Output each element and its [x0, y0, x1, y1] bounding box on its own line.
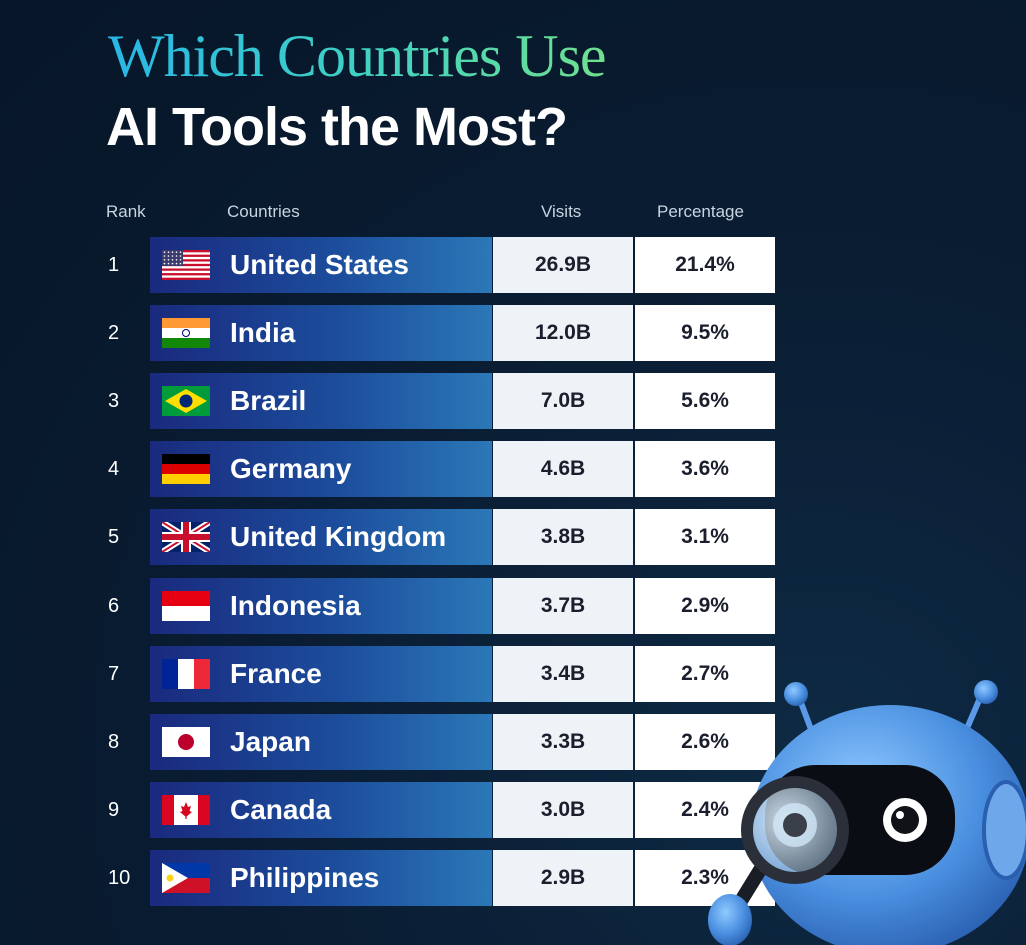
- country-bar: France: [150, 645, 492, 702]
- country-bar: Canada: [150, 781, 492, 838]
- visits-value: 3.7B: [493, 577, 633, 634]
- country-name: United States: [230, 249, 409, 280]
- rank-number: 3: [108, 390, 120, 413]
- visits-value: 3.3B: [493, 713, 633, 770]
- country-bar: United Kingdom: [150, 509, 492, 566]
- country-bar: Indonesia: [150, 577, 492, 634]
- visits-value: 12.0B: [493, 305, 633, 362]
- header-rank: Rank: [106, 202, 146, 221]
- flag-us-icon: [162, 250, 210, 280]
- country-name: Philippines: [230, 861, 380, 893]
- visits-value: 3.8B: [493, 509, 633, 566]
- table-row: 9 Canada 3.0B 2.4%: [0, 781, 780, 838]
- table-row: 2 India 12.0B 9.5%: [0, 305, 780, 362]
- visits-value: 3.0B: [493, 781, 633, 838]
- percentage-value: 9.5%: [635, 305, 775, 362]
- rank-number: 6: [108, 594, 120, 617]
- title-line-1: Which Countries Use: [108, 23, 607, 89]
- country-name: Indonesia: [230, 589, 361, 621]
- percentage-value: 3.1%: [635, 509, 775, 566]
- table-row: 8 Japan 3.3B 2.6%: [0, 713, 780, 770]
- rank-number: 5: [108, 526, 120, 549]
- table-row: 6 Indonesia 3.7B 2.9%: [0, 577, 780, 634]
- country-bar: India: [150, 305, 492, 362]
- rank-number: 4: [108, 458, 120, 481]
- percentage-value: 2.6%: [635, 713, 775, 770]
- table-row: 1 United States 26.9B 21.4%: [0, 237, 780, 293]
- country-bar: United States: [150, 237, 492, 293]
- visits-value: 4.6B: [493, 441, 633, 498]
- header-countries: Countries: [227, 202, 300, 221]
- country-name: France: [230, 657, 322, 689]
- percentage-value: 5.6%: [635, 373, 775, 430]
- country-bar: Philippines: [150, 849, 492, 906]
- country-name: United Kingdom: [230, 521, 447, 553]
- rank-number: 2: [108, 322, 120, 345]
- table-row: 7 France 3.4B 2.7%: [0, 645, 780, 702]
- flag-japan-icon: [162, 726, 210, 757]
- country-name: India: [230, 317, 296, 349]
- visits-value: 3.4B: [493, 645, 633, 702]
- table-row: 3 Brazil 7.0B 5.6%: [0, 373, 780, 430]
- rank-number: 1: [108, 254, 120, 276]
- rank-number: 8: [108, 730, 120, 753]
- table-row: 4 Germany 4.6B 3.6%: [0, 441, 780, 498]
- flag-philippines-icon: [162, 862, 210, 893]
- title-line-2: AI Tools the Most?: [106, 97, 568, 157]
- flag-france-icon: [162, 658, 210, 689]
- rank-number: 9: [108, 798, 120, 821]
- header-percentage: Percentage: [657, 202, 744, 221]
- table-row: 10 Philippines 2.9B 2.3%: [0, 849, 780, 906]
- flag-uk-icon: [162, 522, 210, 553]
- rank-number: 10: [108, 866, 131, 889]
- country-bar: Brazil: [150, 373, 492, 430]
- flag-brazil-icon: [162, 386, 210, 417]
- country-name: Brazil: [230, 385, 307, 417]
- percentage-value: 2.7%: [635, 645, 775, 702]
- flag-india-icon: [162, 318, 210, 349]
- country-bar: Japan: [150, 713, 492, 770]
- flag-indonesia-icon: [162, 590, 210, 621]
- visits-value: 7.0B: [493, 373, 633, 430]
- flag-canada-icon: [162, 794, 210, 825]
- header-visits: Visits: [541, 202, 582, 221]
- robot-with-magnifying-glass-icon: [708, 680, 1026, 945]
- percentage-value: 3.6%: [635, 441, 775, 498]
- table-row: 5 United Kingdom 3.8B 3.1%: [0, 509, 780, 566]
- country-name: Germany: [230, 453, 352, 485]
- country-bar: Germany: [150, 441, 492, 498]
- percentage-value: 2.9%: [635, 577, 775, 634]
- country-name: Canada: [230, 793, 332, 825]
- visits-value: 2.9B: [493, 849, 633, 906]
- visits-value: 26.9B: [493, 237, 633, 293]
- flag-germany-icon: [162, 454, 210, 485]
- country-name: Japan: [230, 725, 311, 757]
- rank-number: 7: [108, 662, 120, 685]
- percentage-value: 21.4%: [635, 237, 775, 293]
